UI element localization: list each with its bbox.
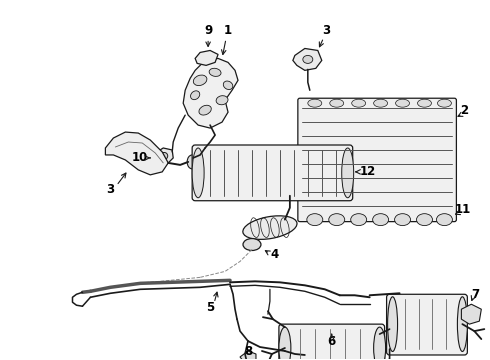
Ellipse shape: [342, 148, 354, 198]
Text: 6: 6: [328, 334, 336, 347]
Ellipse shape: [437, 214, 452, 226]
Ellipse shape: [199, 105, 211, 115]
Ellipse shape: [395, 99, 410, 107]
Ellipse shape: [374, 99, 388, 107]
Ellipse shape: [308, 99, 322, 107]
Text: 4: 4: [271, 248, 279, 261]
Ellipse shape: [438, 99, 451, 107]
Ellipse shape: [191, 91, 200, 100]
Ellipse shape: [187, 155, 197, 169]
FancyBboxPatch shape: [192, 145, 353, 201]
Polygon shape: [462, 304, 481, 324]
Text: 9: 9: [204, 24, 212, 37]
Ellipse shape: [351, 214, 367, 226]
Text: 12: 12: [360, 165, 376, 178]
Text: 5: 5: [206, 301, 214, 314]
Ellipse shape: [209, 68, 221, 76]
Text: 3: 3: [106, 183, 115, 196]
Ellipse shape: [223, 81, 233, 90]
Ellipse shape: [307, 214, 323, 226]
FancyBboxPatch shape: [387, 294, 467, 355]
Text: 7: 7: [471, 288, 479, 301]
Ellipse shape: [372, 214, 389, 226]
Polygon shape: [154, 148, 173, 164]
Text: 11: 11: [454, 203, 470, 216]
Ellipse shape: [330, 99, 343, 107]
Polygon shape: [240, 351, 256, 360]
Ellipse shape: [329, 214, 345, 226]
FancyBboxPatch shape: [279, 324, 385, 360]
Ellipse shape: [243, 216, 297, 239]
Text: 8: 8: [244, 345, 252, 357]
Ellipse shape: [243, 239, 261, 251]
Ellipse shape: [161, 153, 168, 159]
Ellipse shape: [194, 75, 207, 86]
Ellipse shape: [416, 214, 433, 226]
Text: 3: 3: [322, 24, 330, 37]
Ellipse shape: [457, 297, 467, 351]
Polygon shape: [183, 58, 238, 128]
Ellipse shape: [417, 99, 432, 107]
Polygon shape: [105, 132, 168, 175]
Ellipse shape: [216, 96, 228, 105]
Ellipse shape: [192, 148, 204, 198]
Ellipse shape: [352, 99, 366, 107]
Ellipse shape: [374, 327, 386, 360]
Polygon shape: [293, 49, 322, 70]
Ellipse shape: [303, 55, 313, 63]
Ellipse shape: [394, 214, 411, 226]
Text: 1: 1: [224, 24, 232, 37]
Text: 2: 2: [460, 104, 468, 117]
FancyBboxPatch shape: [298, 98, 456, 222]
Text: 10: 10: [132, 152, 148, 165]
Polygon shape: [195, 50, 218, 66]
Ellipse shape: [388, 297, 397, 351]
Ellipse shape: [279, 327, 291, 360]
